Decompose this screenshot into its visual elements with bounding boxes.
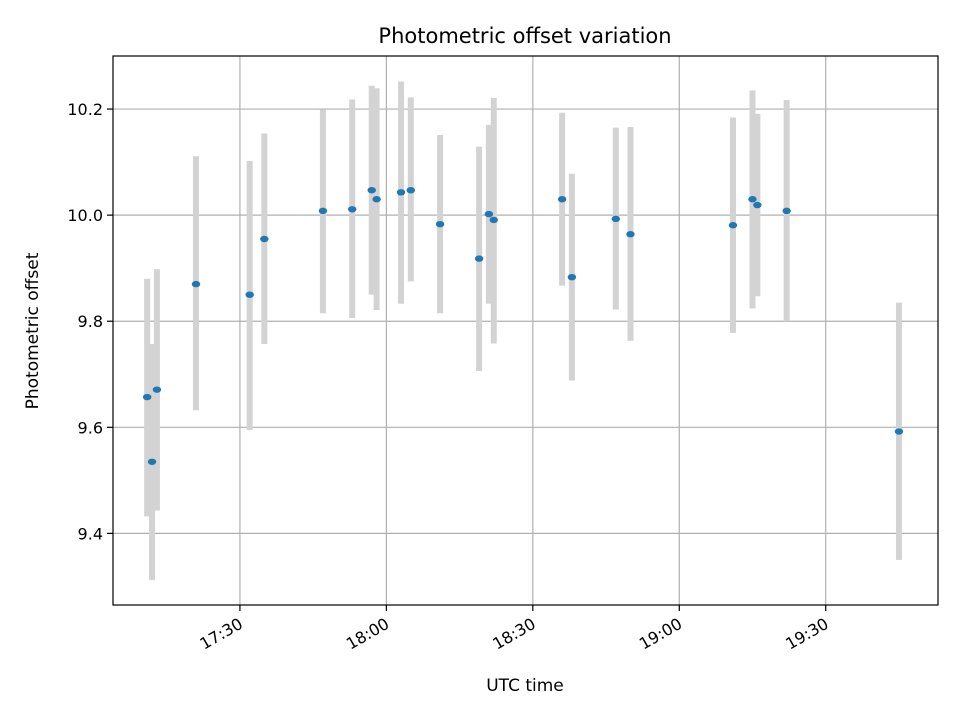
- y-tick-label: 10.2: [67, 100, 103, 119]
- data-point: [260, 235, 269, 243]
- data-point: [406, 187, 415, 194]
- data-point: [728, 222, 738, 229]
- data-point: [782, 207, 791, 215]
- x-axis-label: UTC time: [486, 676, 564, 696]
- data-point: [152, 386, 162, 393]
- data-point: [474, 255, 484, 262]
- data-point: [489, 216, 498, 224]
- data-point: [626, 231, 635, 238]
- data-point: [348, 206, 357, 213]
- data-point: [147, 458, 157, 465]
- data-point: [245, 291, 254, 298]
- y-tick-label: 9.6: [78, 418, 103, 437]
- data-point: [396, 189, 406, 196]
- plot-frame: [112, 55, 939, 606]
- chart-title: Photometric offset variation: [378, 24, 671, 48]
- data-point: [748, 196, 757, 203]
- y-tick-label: 10.0: [67, 206, 103, 225]
- data-point: [894, 428, 904, 435]
- data-point: [142, 393, 152, 401]
- data-point: [484, 210, 494, 218]
- y-axis-label: Photometric offset: [23, 252, 43, 409]
- data-point: [557, 196, 567, 203]
- data-point: [372, 196, 381, 203]
- y-tick-label: 9.4: [78, 524, 103, 543]
- y-axis-ticks: 9.4 9.6 9.8 10.0 10.2: [67, 100, 113, 543]
- y-tick-label: 9.8: [78, 312, 103, 331]
- data-point: [435, 220, 445, 228]
- data-point: [753, 201, 762, 209]
- data-point: [367, 187, 376, 194]
- data-points: [142, 187, 904, 465]
- data-point: [318, 207, 328, 215]
- data-point: [611, 215, 621, 223]
- data-point: [191, 280, 201, 288]
- data-point: [567, 273, 577, 281]
